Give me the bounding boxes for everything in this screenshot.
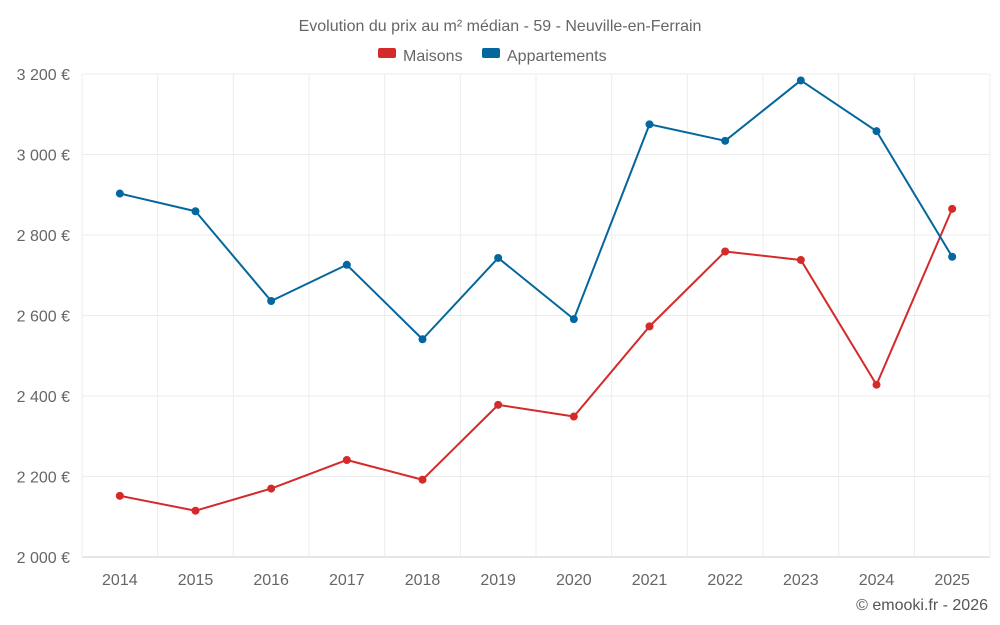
y-tick-label: 2 400 € [17, 389, 70, 406]
series-line-appartements[interactable] [119, 79, 954, 341]
data-point-maisons[interactable] [267, 484, 276, 493]
data-point-maisons[interactable] [569, 412, 578, 421]
x-tick-label: 2018 [405, 572, 441, 589]
y-tick-label: 2 600 € [17, 309, 70, 326]
data-point-maisons[interactable] [948, 204, 957, 213]
data-point-maisons[interactable] [115, 491, 124, 500]
data-point-maisons[interactable] [796, 255, 805, 264]
data-point-maisons[interactable] [191, 506, 200, 515]
legend-label-appartements[interactable]: Appartements [507, 48, 607, 65]
grid [81, 73, 991, 558]
y-tick-label: 2 200 € [17, 470, 70, 487]
data-point-maisons[interactable] [494, 400, 503, 409]
x-tick-label: 2019 [480, 572, 516, 589]
x-tick-label: 2015 [178, 572, 214, 589]
data-point-appartements[interactable] [191, 207, 200, 216]
x-tick-label: 2024 [859, 572, 895, 589]
y-tick-label: 3 000 € [17, 148, 70, 165]
x-tick-label: 2023 [783, 572, 819, 589]
x-tick-label: 2016 [253, 572, 289, 589]
data-point-appartements[interactable] [342, 260, 351, 269]
data-point-appartements[interactable] [721, 136, 730, 145]
data-point-maisons[interactable] [872, 380, 881, 389]
data-point-appartements[interactable] [872, 127, 881, 136]
data-point-appartements[interactable] [267, 297, 276, 306]
data-point-appartements[interactable] [796, 76, 805, 85]
y-tick-label: 2 800 € [17, 228, 70, 245]
data-point-appartements[interactable] [569, 315, 578, 324]
chart-title: Evolution du prix au m² médian - 59 - Ne… [299, 18, 702, 35]
x-tick-label: 2017 [329, 572, 365, 589]
data-point-appartements[interactable] [115, 189, 124, 198]
legend-label-maisons[interactable]: Maisons [403, 48, 463, 65]
legend-swatch-appartements[interactable] [482, 48, 500, 58]
y-tick-label: 2 000 € [17, 550, 70, 567]
data-point-maisons[interactable] [645, 322, 654, 331]
x-tick-label: 2014 [102, 572, 138, 589]
data-point-appartements[interactable] [494, 253, 503, 262]
credit-text: © emooki.fr - 2026 [856, 597, 988, 614]
x-axis-ticks: 2014 2015 2016 2017 2018 2019 2020 2021 2022 2023… [102, 572, 970, 589]
series-line-maisons[interactable] [119, 208, 954, 512]
data-point-maisons[interactable] [721, 247, 730, 256]
series-layer [115, 76, 957, 515]
x-tick-label: 2021 [632, 572, 668, 589]
x-tick-label: 2020 [556, 572, 592, 589]
data-point-appartements[interactable] [645, 120, 654, 129]
y-tick-label: 3 200 € [17, 67, 70, 84]
x-tick-label: 2025 [934, 572, 970, 589]
data-point-appartements[interactable] [948, 252, 957, 261]
data-point-appartements[interactable] [418, 335, 427, 344]
x-tick-label: 2022 [707, 572, 743, 589]
data-point-maisons[interactable] [418, 475, 427, 484]
data-point-maisons[interactable] [342, 455, 351, 464]
legend: Maisons Appartements [378, 48, 607, 65]
legend-swatch-maisons[interactable] [378, 48, 396, 58]
y-axis-ticks: 2 000 € 2 200 € 2 400 € 2 600 € 2 800 € 3 000… [17, 67, 70, 567]
